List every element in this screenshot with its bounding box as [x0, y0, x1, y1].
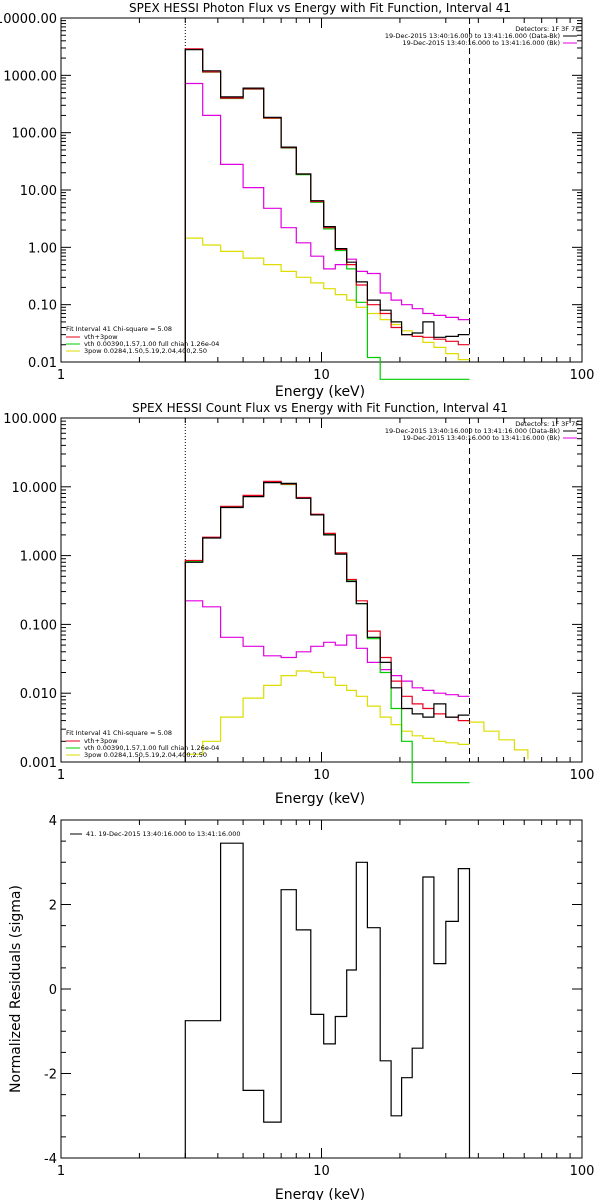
- photon-flux-legend-line-2: 19-Dec-2015 13:40:16.000 to 13:41:16.000…: [403, 39, 561, 47]
- p3-x-tick-label: 10: [313, 1164, 330, 1179]
- photon-flux-fit-line-2: vth 0.00390,1.57,1.00 full chian 1.26e-0…: [84, 340, 219, 348]
- p1-y-tick-label: 10000.00: [0, 12, 57, 27]
- p2-x-tick-label: 10: [313, 768, 330, 783]
- residuals-panel: 4 2 0 -2 -4 1 10 100 41. 19-Dec-2015 13:40:16.…: [8, 814, 594, 1200]
- p2-series-background: [184, 600, 470, 762]
- p2-y-tick-label: 0.100: [20, 618, 57, 633]
- count-flux-xlabel: Energy (keV): [275, 791, 365, 807]
- p1-y-tick-label: 0.10: [28, 299, 57, 314]
- p2-x-tick-label: 1: [57, 768, 65, 783]
- p1-x-tick-label: 100: [570, 368, 595, 383]
- p1-y-tick-label: 1.00: [28, 241, 57, 256]
- p2-y-tick-label: 0.001: [20, 756, 57, 771]
- count-flux-fit-line-1: vth+3pow: [84, 737, 118, 745]
- p2-y-tick-label: 1.000: [20, 550, 57, 565]
- photon-flux-xlabel: Energy (keV): [275, 384, 365, 400]
- p1-x-tick-label: 10: [313, 368, 330, 383]
- count-flux-legend-line-1: 19-Dec-2015 13:40:16.000 to 13:41:16.000…: [385, 427, 560, 435]
- p3-y-tick-label: -2: [44, 1068, 57, 1083]
- p3-y-tick-label: -4: [44, 1152, 57, 1167]
- count-flux-legend-line-2: 19-Dec-2015 13:40:16.000 to 13:41:16.000…: [403, 434, 561, 442]
- count-flux-legend-header: Detectors: 1F 3F 7F: [515, 420, 579, 428]
- count-flux-fit-line-2: vth 0.00390,1.57,1.00 full chian 1.26e-0…: [84, 744, 219, 752]
- count-flux-fit-line-3: 3pow 0.0284,1.50,5.19,2.04,400,2.50: [84, 751, 207, 759]
- p2-series-nonthermal-tail: [469, 721, 529, 760]
- photon-flux-fit-line-3: 3pow 0.0284,1.50,5.19,2.04,400,2.50: [84, 347, 207, 355]
- p2-y-tick-label: 0.010: [20, 687, 57, 702]
- p2-y-tick-label: 100.000: [3, 412, 57, 427]
- p1-y-tick-label: 100.00: [12, 127, 58, 142]
- p2-series-nonthermal: [184, 670, 470, 762]
- photon-flux-fit-line-1: vth+3pow: [84, 333, 118, 341]
- p1-y-tick-label: 1000.00: [3, 69, 57, 84]
- count-flux-fit-header: Fit Interval 41 Chi-square = 5.08: [66, 729, 172, 737]
- p2-y-tick-label: 10.000: [12, 481, 58, 496]
- count-flux-title: SPEX HESSI Count Flux vs Energy with Fit…: [132, 401, 508, 415]
- p1-series-nonthermal: [184, 237, 470, 362]
- p1-y-tick-label: 10.00: [20, 184, 57, 199]
- count-flux-panel: SPEX HESSI Count Flux vs Energy with Fit…: [3, 401, 594, 807]
- residuals-ylabel: Normalized Residuals (sigma): [8, 885, 24, 1093]
- photon-flux-legend-header: Detectors: 1F 3F 7F: [515, 25, 579, 33]
- p3-x-tick-label: 1: [57, 1164, 65, 1179]
- photon-flux-legend-line-1: 19-Dec-2015 13:40:16.000 to 13:41:16.000…: [385, 32, 560, 40]
- residuals-legend: 41. 19-Dec-2015 13:40:16.000 to 13:41:16…: [86, 830, 241, 838]
- p2-series-data: [184, 482, 470, 762]
- p1-x-tick-label: 1: [57, 368, 65, 383]
- photon-flux-fit-header: Fit Interval 41 Chi-square = 5.08: [66, 325, 172, 333]
- p3-x-tick-label: 100: [570, 1164, 595, 1179]
- p3-y-tick-label: 0: [49, 983, 57, 998]
- p3-y-tick-label: 2: [49, 899, 57, 914]
- photon-flux-title: SPEX HESSI Photon Flux vs Energy with Fi…: [129, 1, 511, 15]
- p2-x-tick-label: 100: [570, 768, 595, 783]
- p1-y-tick-label: 0.01: [28, 356, 57, 371]
- photon-flux-panel: SPEX HESSI Photon Flux vs Energy with Fi…: [0, 1, 594, 400]
- p1-series-data: [184, 49, 470, 362]
- residuals-xlabel: Energy (keV): [275, 1187, 365, 1200]
- p3-y-tick-label: 4: [49, 814, 57, 829]
- p3-residuals-histogram: [184, 842, 471, 1158]
